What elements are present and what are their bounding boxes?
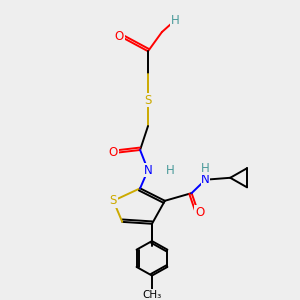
Text: O: O (195, 206, 204, 219)
Text: CH₃: CH₃ (142, 290, 162, 300)
Text: S: S (110, 194, 117, 207)
Text: H: H (170, 14, 179, 27)
Text: O: O (115, 30, 124, 44)
Text: H: H (165, 164, 174, 177)
Text: N: N (144, 164, 152, 177)
Text: O: O (109, 146, 118, 159)
Text: H: H (201, 162, 210, 175)
Text: S: S (144, 94, 152, 106)
Text: N: N (201, 173, 210, 186)
